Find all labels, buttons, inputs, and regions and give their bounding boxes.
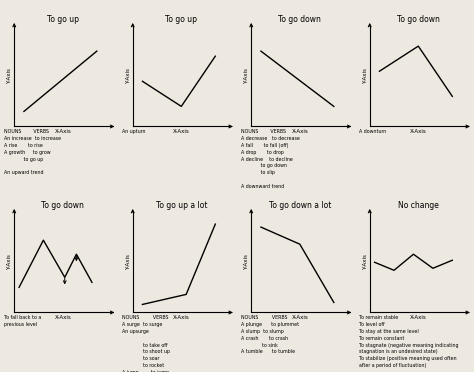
Y-axis label: Y-Axis: Y-Axis: [244, 254, 249, 270]
X-axis label: X-Axis: X-Axis: [173, 129, 190, 134]
Text: To remain stable
To level off
To stay at the same level
To remain constant
To st: To remain stable To level off To stay at…: [359, 315, 458, 368]
Y-axis label: Y-Axis: Y-Axis: [126, 254, 131, 270]
Y-axis label: Y-Axis: Y-Axis: [7, 254, 12, 270]
X-axis label: X-Axis: X-Axis: [292, 315, 308, 320]
Text: To go up: To go up: [47, 15, 79, 24]
X-axis label: X-Axis: X-Axis: [55, 129, 71, 134]
Y-axis label: Y-Axis: Y-Axis: [244, 68, 249, 84]
Text: To go down: To go down: [278, 15, 321, 24]
X-axis label: X-Axis: X-Axis: [410, 315, 427, 320]
Text: No change: No change: [398, 201, 439, 210]
X-axis label: X-Axis: X-Axis: [292, 129, 308, 134]
X-axis label: X-Axis: X-Axis: [410, 129, 427, 134]
Text: NOUNS        VERBS
An increase  to increase
A rise       to rise
A growth     to: NOUNS VERBS An increase to increase A ri…: [3, 129, 61, 175]
Text: A downturn: A downturn: [359, 129, 386, 134]
Text: To go down: To go down: [41, 201, 84, 210]
Text: To fall back to a
previous level: To fall back to a previous level: [3, 315, 41, 327]
Text: To go up a lot: To go up a lot: [155, 201, 207, 210]
Y-axis label: Y-Axis: Y-Axis: [363, 68, 368, 84]
X-axis label: X-Axis: X-Axis: [55, 315, 71, 320]
Text: To go down a lot: To go down a lot: [269, 201, 331, 210]
Y-axis label: Y-Axis: Y-Axis: [7, 68, 12, 84]
Text: NOUNS        VERBS
A decrease   to decrease
A fall       to fall (off)
A drop   : NOUNS VERBS A decrease to decrease A fal…: [240, 129, 300, 189]
Y-axis label: Y-Axis: Y-Axis: [363, 254, 368, 270]
Text: To go down: To go down: [397, 15, 440, 24]
X-axis label: X-Axis: X-Axis: [173, 315, 190, 320]
Text: NOUNS         VERBS
A surge  to surge
An upsurge

              to take off
    : NOUNS VERBS A surge to surge An upsurge …: [122, 315, 170, 372]
Y-axis label: Y-Axis: Y-Axis: [126, 68, 131, 84]
Text: To go up: To go up: [165, 15, 197, 24]
Text: NOUNS         VERBS
A plunge      to plummet
A slump  to slump
A crash       to : NOUNS VERBS A plunge to plummet A slump …: [240, 315, 299, 355]
Text: An upturn: An upturn: [122, 129, 146, 134]
